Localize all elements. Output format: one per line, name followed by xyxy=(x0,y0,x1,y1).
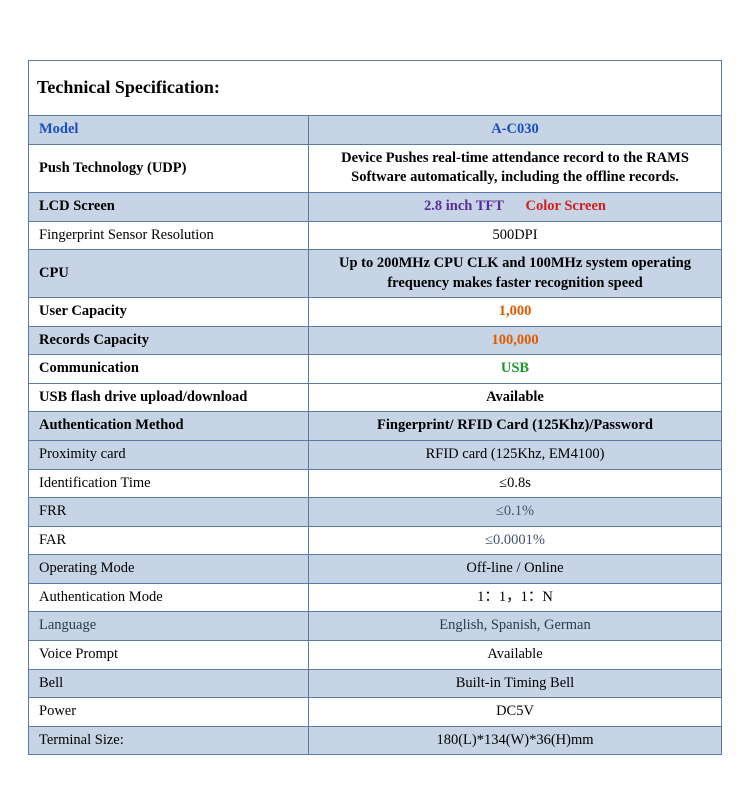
row-comm: Communication USB xyxy=(29,355,722,384)
row-rec-cap: Records Capacity 100,000 xyxy=(29,326,722,355)
value-rec-cap: 100,000 xyxy=(309,326,722,355)
value-comm: USB xyxy=(309,355,722,384)
label-far: FAR xyxy=(29,526,309,555)
label-auth-mode: Authentication Mode xyxy=(29,583,309,612)
row-cpu: CPU Up to 200MHz CPU CLK and 100MHz syst… xyxy=(29,250,722,298)
label-lcd: LCD Screen xyxy=(29,192,309,221)
value-voice: Available xyxy=(309,640,722,669)
row-model: Model A-C030 xyxy=(29,116,722,145)
label-usb-flash: USB flash drive upload/download xyxy=(29,383,309,412)
value-lang: English, Spanish, German xyxy=(309,612,722,641)
row-lcd: LCD Screen 2.8 inch TFT Color Screen xyxy=(29,192,722,221)
value-lcd: 2.8 inch TFT Color Screen xyxy=(309,192,722,221)
value-size: 180(L)*134(W)*36(H)mm xyxy=(309,726,722,755)
value-op-mode: Off-line / Online xyxy=(309,555,722,584)
lcd-color: Color Screen xyxy=(526,198,606,214)
label-lang: Language xyxy=(29,612,309,641)
value-push: Device Pushes real-time attendance recor… xyxy=(309,144,722,192)
label-bell: Bell xyxy=(29,669,309,698)
value-fp-res: 500DPI xyxy=(309,221,722,250)
value-auth-method: Fingerprint/ RFID Card (125Khz)/Password xyxy=(309,412,722,441)
label-power: Power xyxy=(29,698,309,727)
lcd-size: 2.8 inch TFT xyxy=(424,198,504,214)
label-op-mode: Operating Mode xyxy=(29,555,309,584)
row-lang: Language English, Spanish, German xyxy=(29,612,722,641)
label-auth-method: Authentication Method xyxy=(29,412,309,441)
label-model: Model xyxy=(29,116,309,145)
value-far: ≤0.0001% xyxy=(309,526,722,555)
spec-sheet: Technical Specification: Model A-C030 Pu… xyxy=(0,0,750,755)
value-auth-mode: 1：1，1：N xyxy=(309,583,722,612)
row-size: Terminal Size: 180(L)*134(W)*36(H)mm xyxy=(29,726,722,755)
label-frr: FRR xyxy=(29,498,309,527)
row-usb-flash: USB flash drive upload/download Availabl… xyxy=(29,383,722,412)
label-size: Terminal Size: xyxy=(29,726,309,755)
row-push: Push Technology (UDP) Device Pushes real… xyxy=(29,144,722,192)
spec-table: Technical Specification: Model A-C030 Pu… xyxy=(28,60,722,755)
row-user-cap: User Capacity 1,000 xyxy=(29,298,722,327)
row-bell: Bell Built-in Timing Bell xyxy=(29,669,722,698)
row-far: FAR ≤0.0001% xyxy=(29,526,722,555)
row-auth-method: Authentication Method Fingerprint/ RFID … xyxy=(29,412,722,441)
row-voice: Voice Prompt Available xyxy=(29,640,722,669)
row-auth-mode: Authentication Mode 1：1，1：N xyxy=(29,583,722,612)
value-user-cap: 1,000 xyxy=(309,298,722,327)
value-usb-flash: Available xyxy=(309,383,722,412)
row-prox: Proximity card RFID card (125Khz, EM4100… xyxy=(29,441,722,470)
label-comm: Communication xyxy=(29,355,309,384)
title-row: Technical Specification: xyxy=(29,61,722,116)
label-fp-res: Fingerprint Sensor Resolution xyxy=(29,221,309,250)
value-cpu: Up to 200MHz CPU CLK and 100MHz system o… xyxy=(309,250,722,298)
table-title: Technical Specification: xyxy=(29,61,722,116)
label-user-cap: User Capacity xyxy=(29,298,309,327)
value-model: A-C030 xyxy=(309,116,722,145)
row-fp-res: Fingerprint Sensor Resolution 500DPI xyxy=(29,221,722,250)
value-bell: Built-in Timing Bell xyxy=(309,669,722,698)
value-power: DC5V xyxy=(309,698,722,727)
label-id-time: Identification Time xyxy=(29,469,309,498)
label-push: Push Technology (UDP) xyxy=(29,144,309,192)
label-rec-cap: Records Capacity xyxy=(29,326,309,355)
row-power: Power DC5V xyxy=(29,698,722,727)
label-cpu: CPU xyxy=(29,250,309,298)
row-op-mode: Operating Mode Off-line / Online xyxy=(29,555,722,584)
row-id-time: Identification Time ≤0.8s xyxy=(29,469,722,498)
label-prox: Proximity card xyxy=(29,441,309,470)
value-prox: RFID card (125Khz, EM4100) xyxy=(309,441,722,470)
row-frr: FRR ≤0.1% xyxy=(29,498,722,527)
value-id-time: ≤0.8s xyxy=(309,469,722,498)
label-voice: Voice Prompt xyxy=(29,640,309,669)
value-frr: ≤0.1% xyxy=(309,498,722,527)
